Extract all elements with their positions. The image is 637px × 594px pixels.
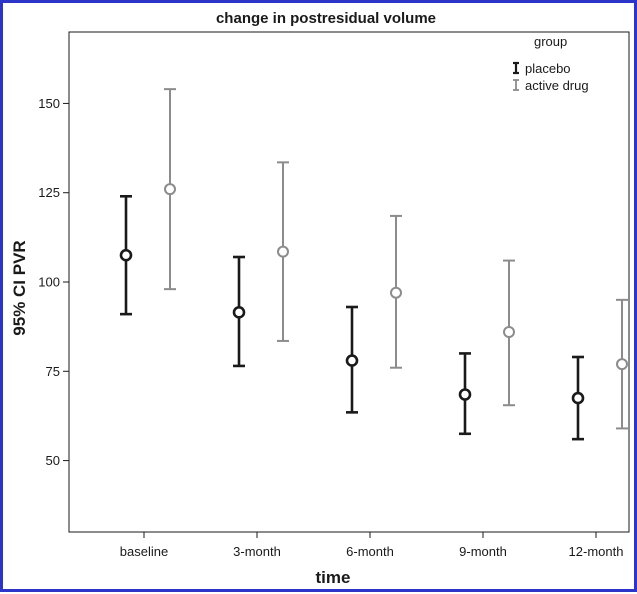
x-tick-label: 9-month <box>459 544 507 559</box>
legend-label: placebo <box>525 61 571 76</box>
x-axis: baseline 3-month 6-month 9-month 12-month <box>120 532 624 559</box>
mean-marker <box>119 248 133 262</box>
mean-marker <box>571 391 585 405</box>
mean-marker <box>503 326 515 338</box>
error-bar <box>458 352 472 436</box>
error-bar <box>232 255 246 368</box>
legend-item: placebo <box>513 61 571 76</box>
mean-marker <box>345 354 359 367</box>
chart-svg: change in postresidual volume 95% CI PVR… <box>10 10 630 587</box>
error-bar <box>277 161 289 342</box>
y-axis-title: 95% CI PVR <box>10 240 29 335</box>
x-tick-label: 12-month <box>569 544 624 559</box>
error-bar <box>345 305 359 414</box>
error-bar <box>164 88 176 291</box>
mean-marker <box>458 388 472 401</box>
error-bar <box>616 298 628 430</box>
mean-marker <box>232 306 246 319</box>
mean-marker <box>277 245 289 258</box>
plot-area <box>68 31 630 533</box>
x-axis-title: time <box>316 568 351 587</box>
x-tick-label: 3-month <box>233 544 281 559</box>
legend-title: group <box>534 34 567 49</box>
legend-label: active drug <box>525 78 589 93</box>
y-tick-label: 125 <box>38 185 60 200</box>
error-bar <box>390 214 402 369</box>
error-bar <box>571 355 585 441</box>
chart-title: change in postresidual volume <box>216 10 436 27</box>
y-tick-label: 100 <box>38 275 60 290</box>
x-tick-label: baseline <box>120 544 168 559</box>
y-axis: 50 75 100 125 150 <box>38 96 69 468</box>
legend-item: active drug <box>513 78 589 93</box>
mean-marker <box>616 358 628 371</box>
y-tick-label: 150 <box>38 96 60 111</box>
y-tick-label: 50 <box>46 453 60 468</box>
error-bar <box>119 194 133 316</box>
legend: group placebo active drug <box>513 34 589 93</box>
error-bar <box>503 259 515 407</box>
error-bars <box>119 88 628 441</box>
x-tick-label: 6-month <box>346 544 394 559</box>
mean-marker <box>390 286 402 299</box>
y-tick-label: 75 <box>46 364 60 379</box>
mean-marker <box>164 183 176 196</box>
